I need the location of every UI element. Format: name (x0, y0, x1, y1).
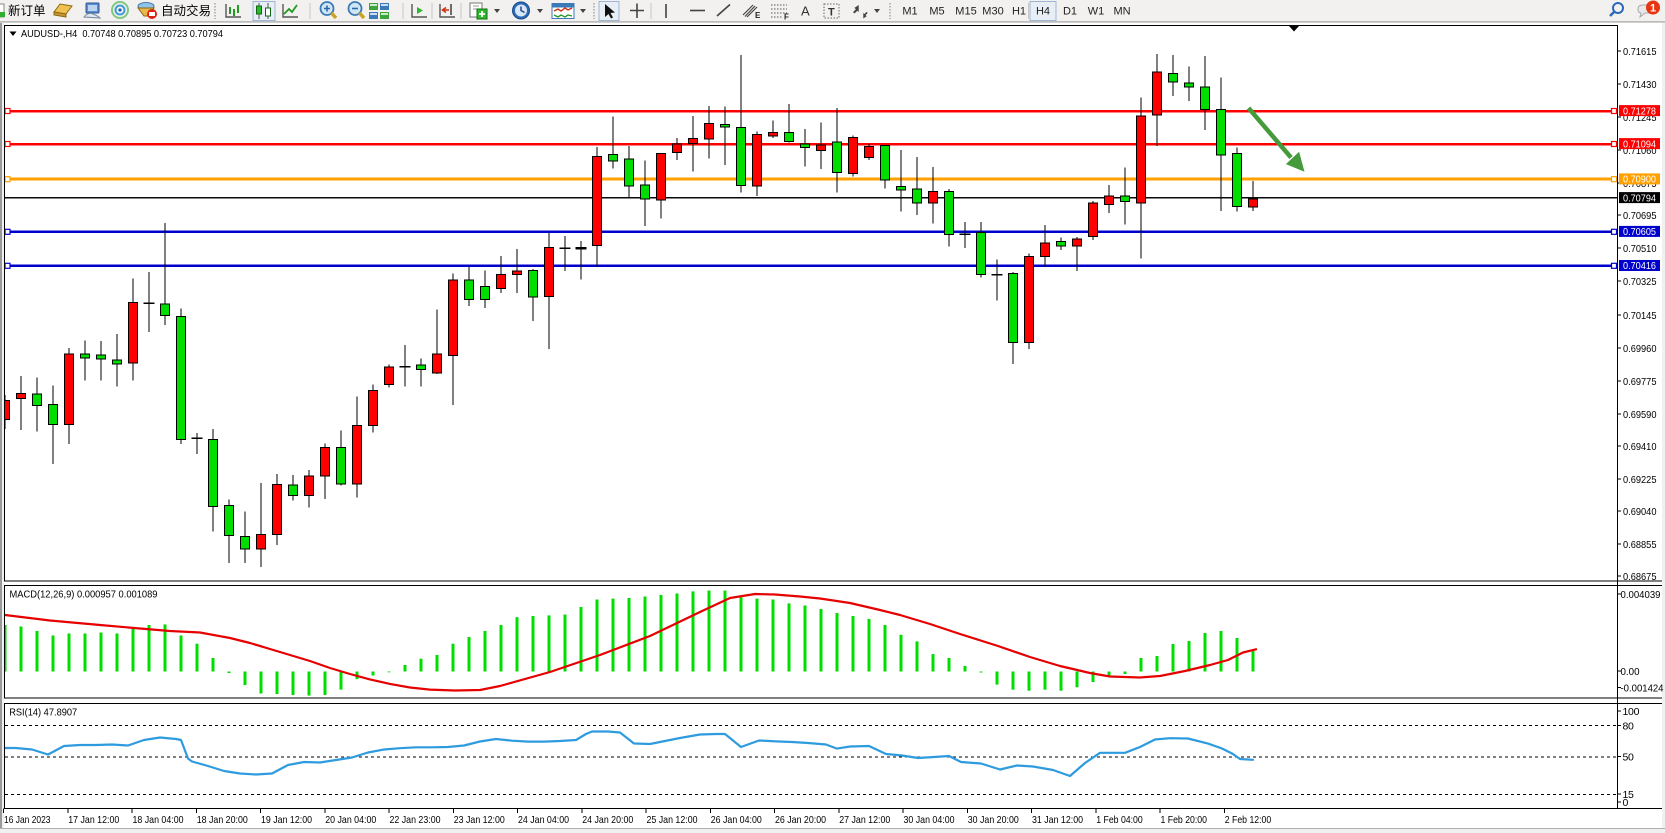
svg-text:M15: M15 (955, 6, 976, 18)
svg-text:0.70510: 0.70510 (1623, 243, 1657, 255)
svg-text:0.70794: 0.70794 (1623, 192, 1656, 204)
svg-text:新订单: 新订单 (8, 3, 46, 18)
svg-text:MN: MN (1113, 6, 1130, 18)
svg-text:0.68675: 0.68675 (1623, 571, 1657, 583)
svg-text:100: 100 (1623, 706, 1640, 718)
svg-text:D1: D1 (1063, 6, 1077, 18)
svg-text:50: 50 (1623, 751, 1635, 763)
svg-text:0: 0 (1623, 797, 1629, 809)
svg-text:0.69410: 0.69410 (1623, 441, 1657, 453)
svg-text:0.71615: 0.71615 (1623, 46, 1657, 58)
svg-text:25 Jan 12:00: 25 Jan 12:00 (647, 814, 698, 826)
svg-text:H1: H1 (1012, 6, 1026, 18)
svg-text:-0.001424: -0.001424 (1621, 682, 1664, 694)
svg-text:15: 15 (1623, 789, 1635, 801)
svg-text:M30: M30 (982, 6, 1003, 18)
svg-text:22 Jan 23:00: 22 Jan 23:00 (390, 814, 441, 826)
svg-text:自动交易: 自动交易 (161, 3, 211, 18)
svg-text:1: 1 (1650, 3, 1656, 15)
svg-text:0.70605: 0.70605 (1623, 226, 1656, 238)
svg-text:0.71278: 0.71278 (1623, 105, 1656, 117)
svg-text:0.70695: 0.70695 (1623, 210, 1657, 222)
svg-text:26 Jan 04:00: 26 Jan 04:00 (711, 814, 762, 826)
svg-text:1 Feb 04:00: 1 Feb 04:00 (1096, 814, 1143, 826)
svg-text:F: F (784, 13, 789, 22)
svg-text:30 Jan 04:00: 30 Jan 04:00 (904, 814, 955, 826)
svg-text:26 Jan 20:00: 26 Jan 20:00 (775, 814, 826, 826)
svg-text:23 Jan 12:00: 23 Jan 12:00 (454, 814, 505, 826)
svg-text:0.69225: 0.69225 (1623, 474, 1657, 486)
svg-text:W1: W1 (1088, 6, 1105, 18)
svg-text:24 Jan 20:00: 24 Jan 20:00 (582, 814, 633, 826)
svg-text:E: E (755, 11, 761, 20)
svg-text:16 Jan 2023: 16 Jan 2023 (4, 814, 51, 826)
svg-text:AUDUSD-,H4 0.70748 0.70895 0.: AUDUSD-,H4 0.70748 0.70895 0.70723 0.707… (21, 28, 223, 40)
svg-text:0.69590: 0.69590 (1623, 409, 1657, 421)
svg-text:M1: M1 (902, 6, 917, 18)
svg-text:0.70145: 0.70145 (1623, 310, 1657, 322)
svg-text:30 Jan 20:00: 30 Jan 20:00 (968, 814, 1019, 826)
svg-text:2 Feb 12:00: 2 Feb 12:00 (1225, 814, 1272, 826)
svg-text:0.68855: 0.68855 (1623, 539, 1657, 551)
svg-text:MACD(12,26,9) 0.000957 0.00108: MACD(12,26,9) 0.000957 0.001089 (10, 588, 158, 600)
svg-text:0.69960: 0.69960 (1623, 343, 1657, 355)
svg-text:17 Jan 12:00: 17 Jan 12:00 (68, 814, 119, 826)
svg-text:31 Jan 12:00: 31 Jan 12:00 (1032, 814, 1083, 826)
svg-text:27 Jan 12:00: 27 Jan 12:00 (839, 814, 890, 826)
svg-text:A: A (801, 4, 810, 19)
svg-text:18 Jan 20:00: 18 Jan 20:00 (197, 814, 248, 826)
svg-text:0.70900: 0.70900 (1623, 174, 1656, 186)
svg-text:0.004039: 0.004039 (1621, 589, 1661, 601)
svg-text:0.70416: 0.70416 (1623, 260, 1656, 272)
svg-text:1 Feb 20:00: 1 Feb 20:00 (1161, 814, 1208, 826)
svg-text:0.71094: 0.71094 (1623, 138, 1656, 150)
svg-text:T: T (828, 7, 835, 19)
svg-text:0.00: 0.00 (1621, 666, 1640, 678)
svg-text:19 Jan 12:00: 19 Jan 12:00 (261, 814, 312, 826)
svg-text:0.69775: 0.69775 (1623, 376, 1657, 388)
svg-text:80: 80 (1623, 720, 1635, 732)
svg-text:0.71430: 0.71430 (1623, 79, 1657, 91)
svg-text:0.69040: 0.69040 (1623, 506, 1657, 518)
svg-text:RSI(14) 47.8907: RSI(14) 47.8907 (9, 706, 77, 718)
svg-text:0.70325: 0.70325 (1623, 276, 1657, 288)
svg-text:24 Jan 04:00: 24 Jan 04:00 (518, 814, 569, 826)
svg-text:18 Jan 04:00: 18 Jan 04:00 (133, 814, 184, 826)
svg-text:H4: H4 (1036, 6, 1050, 18)
svg-text:20 Jan 04:00: 20 Jan 04:00 (325, 814, 376, 826)
svg-text:M5: M5 (929, 6, 944, 18)
